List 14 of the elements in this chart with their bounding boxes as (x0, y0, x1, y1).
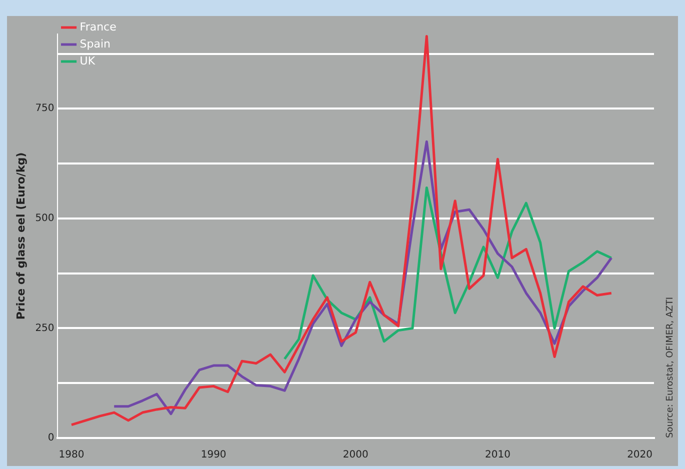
x-tick-label: 2000 (342, 450, 368, 461)
legend-label: UK (80, 54, 96, 68)
y-tick-label: 250 (35, 322, 54, 334)
legend-label: Spain (80, 37, 111, 50)
source-note: Source: Eurostat, OFIMER, AZTI (665, 296, 676, 438)
y-tick-label: 0 (48, 432, 54, 444)
legend-label: France (80, 20, 117, 34)
x-tick-label: 1980 (58, 450, 84, 461)
x-tick-label: 2020 (627, 450, 653, 461)
y-tick-label: 500 (35, 213, 54, 224)
x-tick-label: 2010 (484, 450, 510, 461)
y-tick-label: 750 (35, 103, 54, 114)
y-axis-title: Price of glass eel (Euro/kg) (14, 152, 28, 320)
x-tick-label: 1990 (200, 450, 226, 461)
